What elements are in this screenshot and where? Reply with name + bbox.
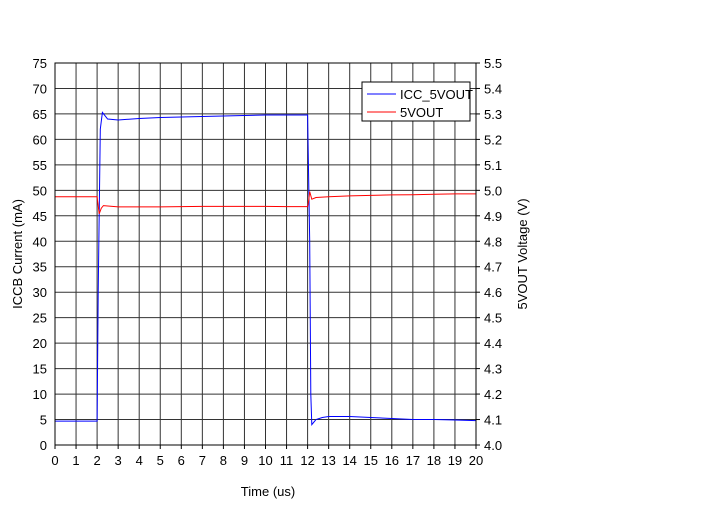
x-tick-label: 8 [220,453,227,468]
y-tick-label: 0 [40,438,47,453]
y2-tick-label: 4.5 [484,311,502,326]
x-tick-label: 1 [72,453,79,468]
x-tick-label: 5 [157,453,164,468]
x-tick-label: 7 [199,453,206,468]
y-tick-label: 25 [33,311,47,326]
y-tick-label: 35 [33,260,47,275]
y-tick-label: 70 [33,81,47,96]
x-axis-label: Time (us) [241,484,295,499]
series-line-icc_5vout [55,111,477,426]
y2-tick-label: 4.3 [484,362,502,377]
x-tick-label: 13 [321,453,335,468]
y-tick-label: 10 [33,387,47,402]
y2-tick-label: 4.6 [484,285,502,300]
x-tick-label: 15 [364,453,378,468]
x-tick-label: 17 [406,453,420,468]
series-lines [55,111,477,426]
y-tick-label: 30 [33,285,47,300]
legend-label-icc: ICC_5VOUT [400,87,473,102]
y2-tick-label: 4.7 [484,260,502,275]
y-tick-label: 15 [33,362,47,377]
x-tick-label: 11 [280,453,294,468]
y-axis-label: ICCB Current (mA) [10,199,25,309]
legend-label-5vout: 5VOUT [400,105,443,120]
y2-tick-label: 5.0 [484,183,502,198]
y-tick-label: 45 [33,209,47,224]
y2-tick-label: 5.2 [484,132,502,147]
y2-axis-label: 5VOUT Voltage (V) [515,198,530,309]
x-tick-label: 4 [136,453,143,468]
y2-tick-label: 4.9 [484,209,502,224]
plot-border [54,62,477,446]
x-tick-label: 0 [51,453,58,468]
y-tick-label: 50 [33,183,47,198]
y2-tick-label: 5.5 [484,56,502,71]
x-tick-label: 10 [258,453,272,468]
axes: 0 1 2 3 4 5 6 7 8 9 10 11 12 13 14 15 16 17 18 19 2005101520… [33,56,503,468]
legend: ICC_5VOUT 5VOUT [361,81,473,122]
x-tick-label: 12 [300,453,314,468]
y2-tick-label: 5.4 [484,81,502,96]
y-tick-label: 65 [33,107,47,122]
y2-tick-label: 5.3 [484,107,502,122]
y2-tick-label: 4.0 [484,438,502,453]
y-tick-label: 60 [33,132,47,147]
y2-tick-label: 5.1 [484,158,502,173]
y-tick-label: 40 [33,234,47,249]
y-tick-label: 75 [33,56,47,71]
x-tick-label: 9 [241,453,248,468]
x-tick-label: 3 [115,453,122,468]
x-tick-label: 20 [469,453,483,468]
y2-tick-label: 4.4 [484,336,502,351]
y2-tick-label: 4.2 [484,387,502,402]
x-tick-label: 19 [448,453,462,468]
y2-tick-label: 4.8 [484,234,502,249]
y2-tick-label: 4.1 [484,413,502,428]
x-tick-label: 14 [342,453,356,468]
y-tick-label: 20 [33,336,47,351]
y-tick-label: 5 [40,413,47,428]
series-line-5vout [55,191,476,214]
legend-box [361,81,471,122]
x-tick-label: 18 [427,453,441,468]
x-tick-label: 2 [93,453,100,468]
x-tick-label: 16 [385,453,399,468]
y-tick-label: 55 [33,158,47,173]
x-tick-label: 6 [178,453,185,468]
